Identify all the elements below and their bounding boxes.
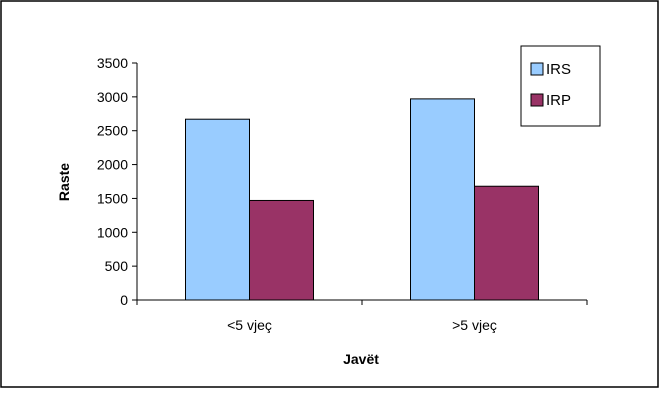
y-tick-label: 0 — [120, 292, 128, 308]
legend-swatch-irp — [530, 93, 544, 107]
legend-label-irp: IRP — [546, 92, 571, 109]
x-axis-title: Javët — [343, 351, 379, 367]
y-axis-ticks: 0 500 1000 1500 2000 2500 3000 3500 — [97, 55, 137, 308]
legend-box — [520, 45, 601, 127]
x-tick-label: >5 vjeç — [452, 317, 497, 333]
bar-irs-2 — [410, 98, 475, 301]
y-tick-label: 3500 — [97, 55, 128, 71]
y-tick-label: 1000 — [97, 224, 128, 240]
y-tick-label: 2000 — [97, 157, 128, 173]
legend: IRS IRP — [520, 45, 601, 127]
x-axis-ticks: <5 vjeç >5 vjeç — [136, 300, 588, 333]
y-tick-label: 2500 — [97, 123, 128, 139]
y-tick-label: 3000 — [97, 89, 128, 105]
legend-label-irs: IRS — [546, 61, 571, 78]
y-tick-label: 1500 — [97, 190, 128, 206]
y-tick-label: 500 — [105, 258, 129, 274]
bar-irp-2 — [474, 185, 539, 301]
bar-irp-1 — [249, 199, 314, 301]
bar-irs-1 — [185, 118, 250, 301]
legend-swatch-irs — [530, 62, 544, 76]
x-tick-label: <5 vjeç — [227, 317, 272, 333]
bars — [185, 98, 539, 301]
y-axis-title: Raste — [56, 163, 72, 201]
